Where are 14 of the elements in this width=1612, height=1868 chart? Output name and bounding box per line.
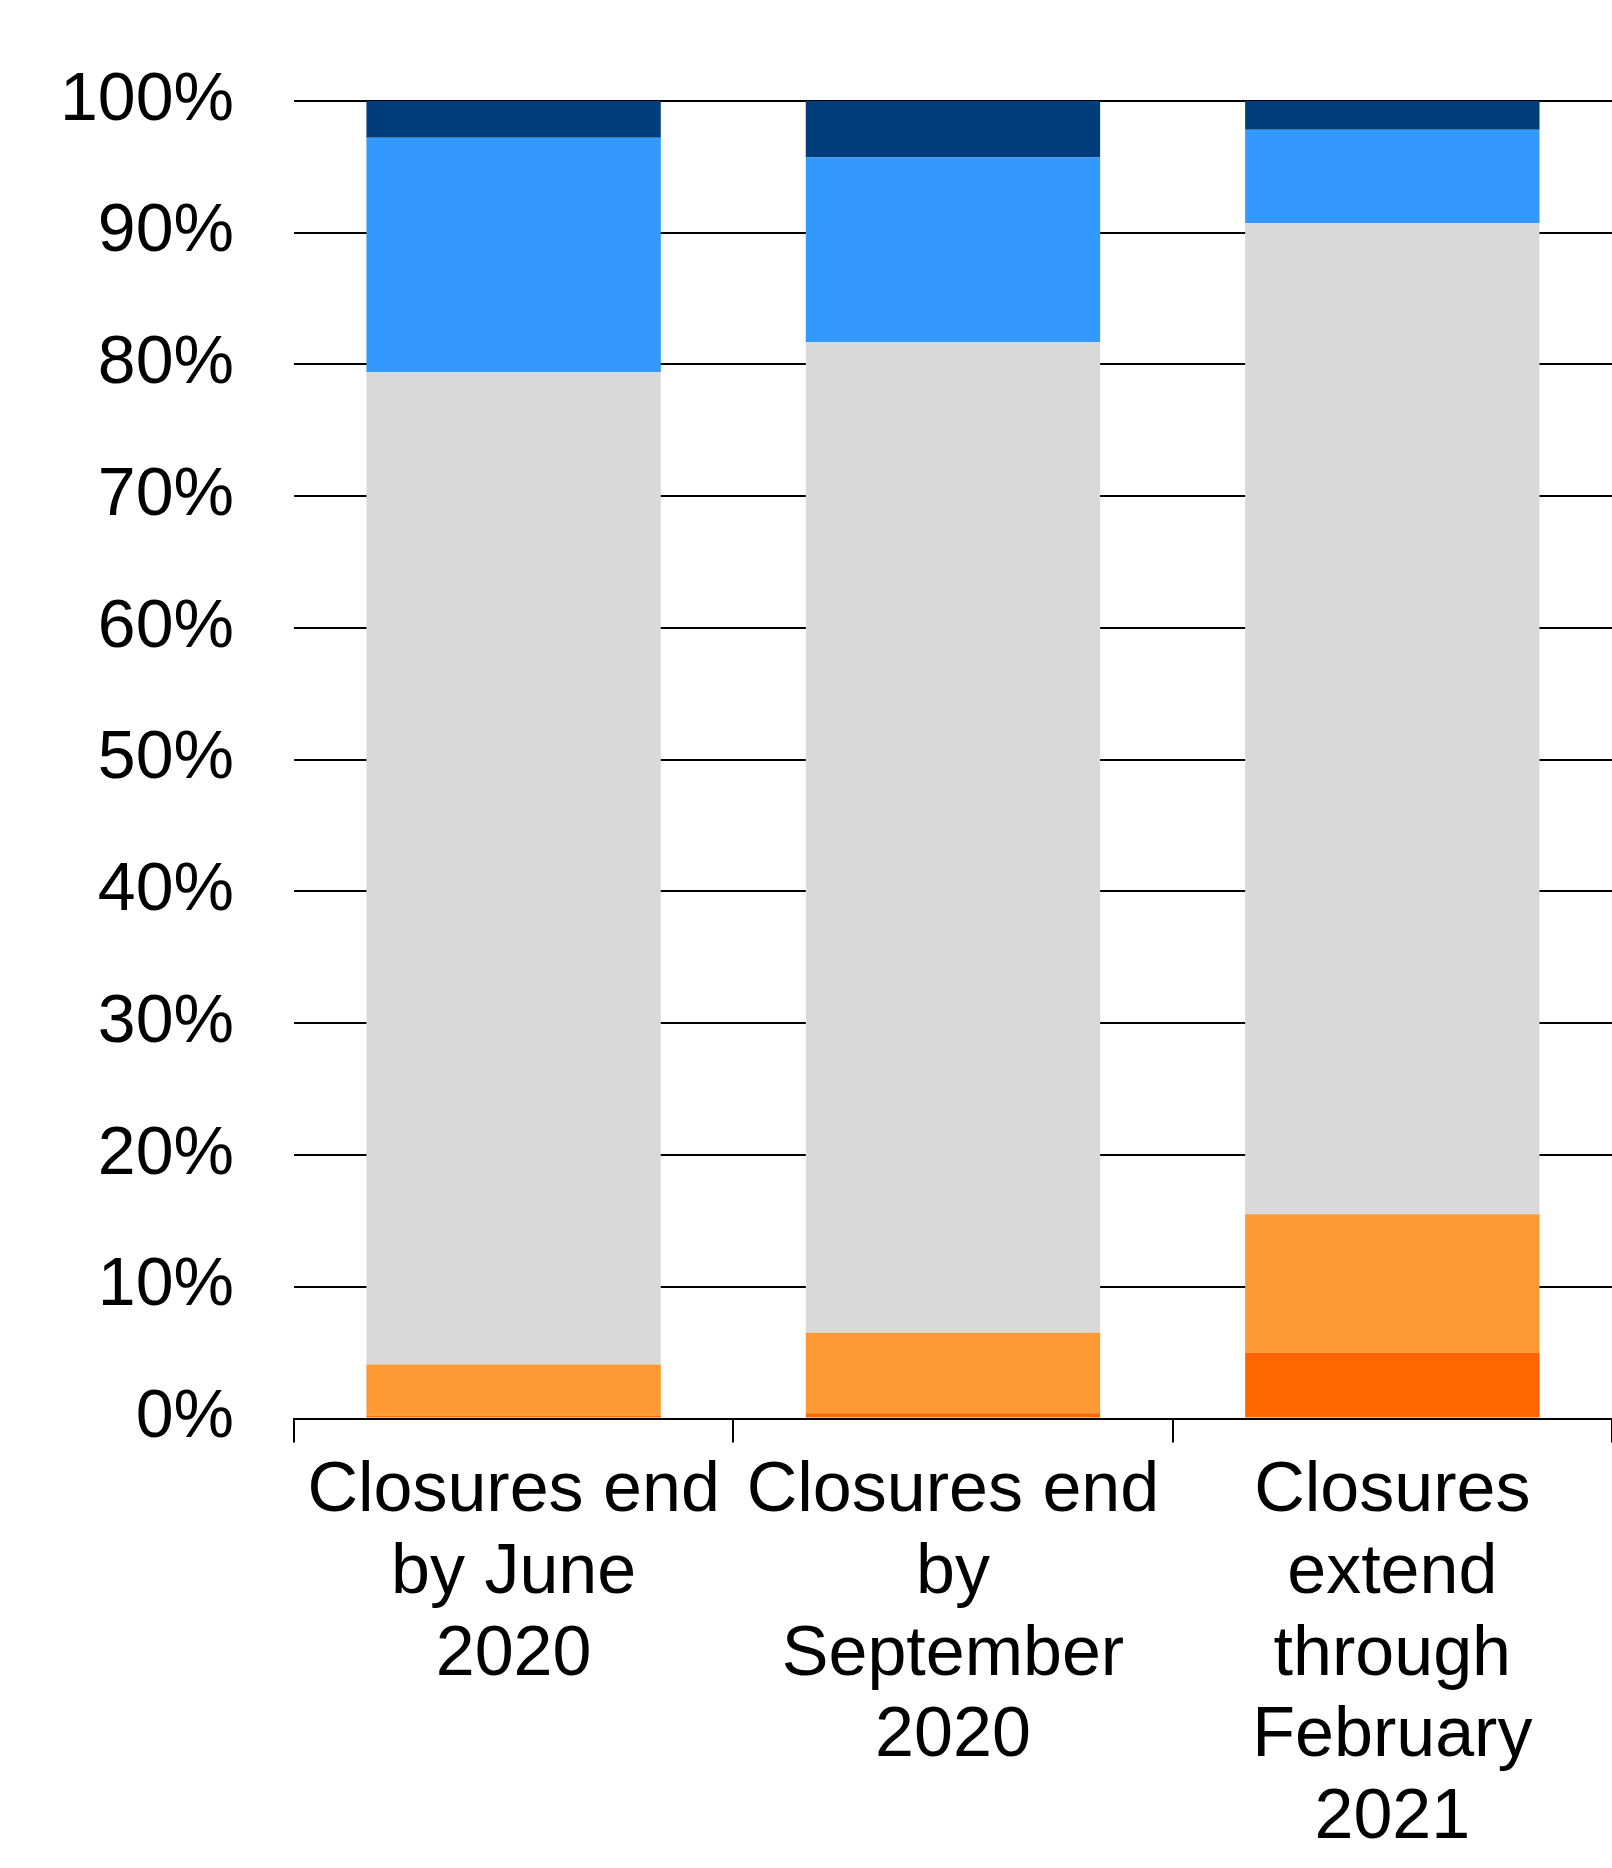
x-tick-label: Closures end by June 2020 bbox=[307, 1447, 720, 1690]
y-tick-label: 0% bbox=[135, 1375, 234, 1452]
x-tick-label: Closures extend through February 2021 bbox=[1252, 1447, 1533, 1854]
y-tick-label: 40% bbox=[97, 848, 234, 925]
y-tick-label: 80% bbox=[97, 321, 234, 398]
y-tick-label: 70% bbox=[97, 452, 234, 529]
y-tick-label: 100% bbox=[60, 57, 234, 134]
y-tick-label: 20% bbox=[97, 1111, 234, 1188]
x-tick-label: Closures end by September 2020 bbox=[746, 1447, 1160, 1772]
y-tick-label: 60% bbox=[97, 584, 234, 661]
y-tick-label: 50% bbox=[97, 716, 234, 793]
y-tick-label: 90% bbox=[97, 189, 234, 266]
y-tick-label: 10% bbox=[97, 1243, 234, 1320]
y-tick-label: 30% bbox=[97, 979, 234, 1056]
